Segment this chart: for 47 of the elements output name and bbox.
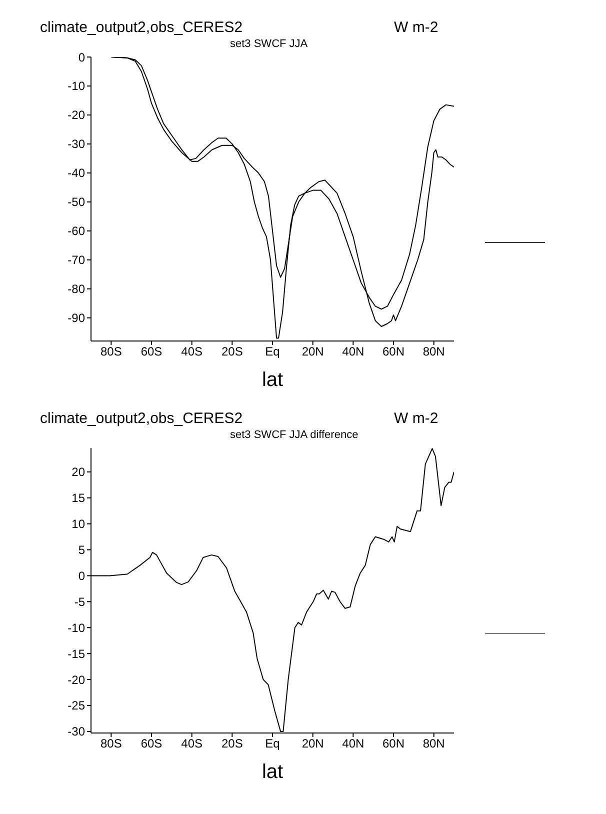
y-tick-label: -80 — [68, 282, 86, 296]
y-tick-label: -25 — [68, 698, 86, 713]
y-tick-label: -60 — [68, 224, 86, 238]
chart-subtitle: set3 SWCF JJA — [230, 38, 308, 50]
y-tick-label: -20 — [68, 108, 86, 122]
x-axis-title: lat — [262, 369, 284, 391]
y-tick-label: 10 — [72, 517, 86, 532]
y-tick-label: -90 — [68, 311, 86, 326]
y-tick-label: -20 — [68, 672, 86, 687]
y-tick-label: 5 — [78, 543, 86, 558]
x-tick-label: 80S — [100, 344, 122, 359]
x-tick-label: 60N — [382, 736, 405, 751]
x-tick-label: 60S — [140, 344, 162, 359]
x-tick-label: 60N — [382, 344, 405, 359]
y-tick-label: -5 — [74, 594, 86, 609]
x-tick-label: 40S — [181, 344, 203, 359]
x-tick-label: 20S — [221, 344, 243, 359]
x-tick-label: 20S — [221, 736, 243, 751]
y-tick-label: 0 — [78, 568, 86, 583]
y-tick-label: -40 — [68, 166, 86, 180]
chart-title: climate_output2,obs_CERES2 — [40, 410, 243, 427]
chart-subtitle: set3 SWCF JJA difference — [230, 429, 358, 441]
y-tick-label: -15 — [68, 646, 86, 661]
y-tick-label: 20 — [72, 465, 86, 480]
x-tick-label: Eq — [265, 736, 280, 751]
y-tick-label: -30 — [68, 137, 86, 152]
y-tick-label: -10 — [68, 620, 86, 635]
text: W m-2 — [394, 410, 438, 427]
x-tick-label: 40N — [342, 344, 364, 359]
y-tick-label: -30 — [68, 724, 86, 739]
x-axis-title: lat — [262, 761, 284, 783]
x-tick-label: 40S — [181, 736, 203, 751]
y-tick-label: -50 — [68, 195, 86, 210]
x-tick-label: 20N — [302, 736, 324, 751]
x-tick-label: 60S — [140, 736, 162, 751]
text: W m-2 — [394, 19, 438, 36]
x-tick-label: 80S — [100, 736, 122, 751]
x-tick-label: 80N — [422, 736, 445, 751]
y-tick-label: -70 — [68, 253, 86, 268]
x-tick-label: Eq — [265, 344, 280, 359]
y-tick-label: 0 — [78, 50, 86, 64]
y-tick-label: -10 — [68, 79, 86, 94]
chart-title: climate_output2,obs_CERES2 — [40, 19, 243, 36]
x-tick-label: 20N — [302, 344, 324, 359]
x-tick-label: 40N — [342, 736, 364, 751]
x-tick-label: 80N — [422, 344, 445, 359]
y-tick-label: 15 — [72, 491, 86, 506]
